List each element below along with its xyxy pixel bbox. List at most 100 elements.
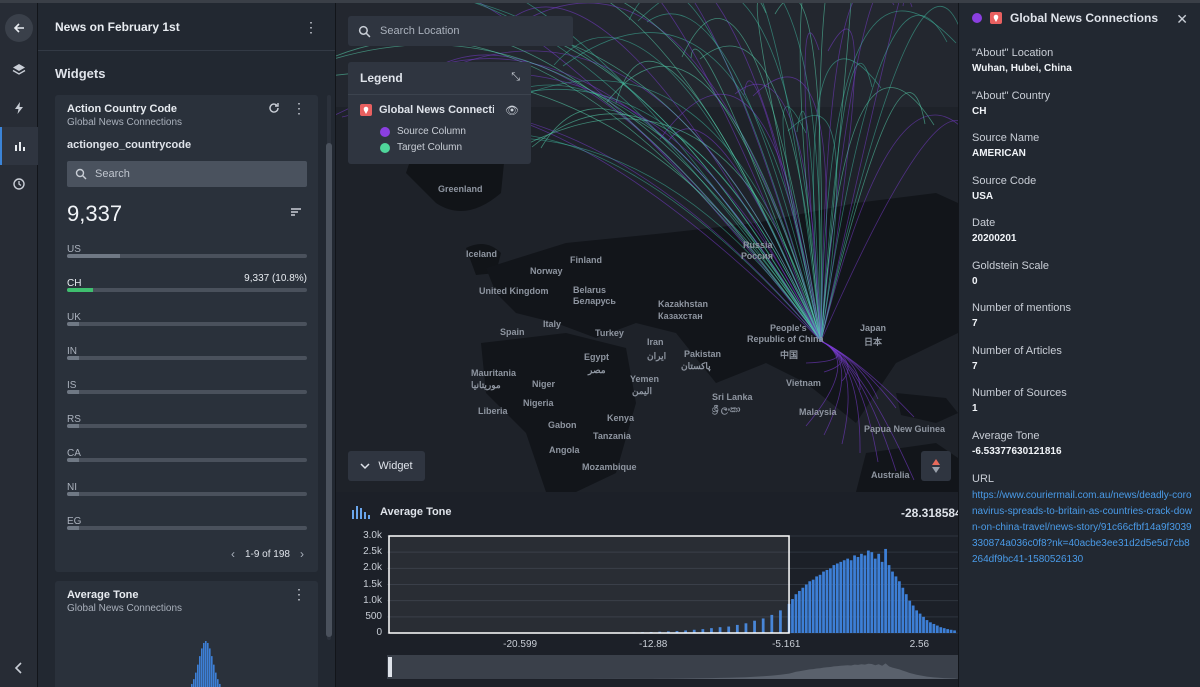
histogram-bar (870, 552, 874, 633)
mini-histogram-bar (191, 683, 193, 687)
widget-options-icon[interactable]: ⋮ (292, 586, 306, 602)
connection-arc (487, 79, 822, 342)
map-label: Spain (500, 327, 525, 337)
histogram-bar (666, 631, 670, 633)
widget-title: Action Country Code (67, 103, 177, 115)
histogram-bar (942, 628, 946, 633)
location-search-input[interactable]: Search Location (348, 16, 573, 46)
category-item[interactable]: CH 9,337 (10.8%) (67, 273, 307, 292)
connection-arc (818, 3, 826, 342)
map-label: United Kingdom (479, 286, 549, 296)
connection-arc (336, 44, 822, 342)
top-border (0, 0, 1200, 3)
detail-header: Global News Connections (972, 11, 1158, 25)
field-key: Number of mentions (972, 302, 1072, 314)
connection-arc (774, 3, 823, 342)
mini-histogram-bar (205, 641, 207, 687)
histogram-bar (922, 616, 925, 633)
histogram-bar (953, 630, 956, 633)
map-label: پاکستان (681, 361, 711, 371)
panel-header: News on February 1st ⋮ (38, 3, 335, 51)
category-item[interactable]: IS (67, 375, 307, 394)
histogram-bar (811, 579, 815, 633)
field-value: USA (972, 190, 994, 202)
feature-detail-panel: Global News Connections ✕ "About" Locati… (958, 3, 1200, 687)
legend-layer[interactable]: Global News Connections (360, 104, 510, 116)
widget-search-input[interactable]: Search (67, 161, 307, 187)
category-bar (67, 424, 307, 428)
scrollbar-thumb[interactable] (326, 143, 332, 637)
map-label: Sri Lanka (712, 392, 753, 402)
category-label: CA (67, 448, 81, 459)
eye-icon[interactable]: 👁 (505, 105, 519, 117)
close-icon[interactable]: ✕ (1176, 11, 1188, 27)
sort-icon[interactable] (290, 207, 302, 217)
histogram-plot[interactable] (336, 492, 958, 687)
histogram-bar (692, 629, 696, 633)
map-label: Egypt (584, 352, 610, 362)
histogram-bar (846, 558, 850, 633)
connection-arc (756, 3, 822, 342)
histogram-bar (718, 627, 722, 633)
widgets-button[interactable] (0, 127, 38, 165)
compass-button[interactable] (921, 451, 951, 481)
histogram-bar (710, 628, 713, 633)
collapse-icon[interactable]: ⤡ (511, 71, 520, 83)
category-value: 9,337 (10.8%) (244, 273, 307, 284)
category-item[interactable]: NI (67, 477, 307, 496)
category-item[interactable]: UK (67, 307, 307, 326)
histogram-bar (770, 614, 774, 633)
histogram-bar (866, 550, 870, 633)
category-bar (67, 254, 307, 258)
field-value: AMERICAN (972, 148, 1026, 159)
history-button[interactable] (0, 165, 38, 203)
category-item[interactable]: EG (67, 511, 307, 530)
histogram-bar (901, 587, 905, 633)
category-label: IN (67, 346, 77, 357)
field-value: 7 (972, 360, 978, 372)
histogram-bar (891, 571, 894, 633)
category-item[interactable]: RS (67, 409, 307, 428)
map-view[interactable]: Greenland Iceland Finland Norway Russia Росси… (336, 3, 958, 492)
histogram-bar (946, 629, 950, 633)
widget-toggle-button[interactable]: Widget (348, 451, 425, 481)
map-pin-icon (990, 12, 1002, 24)
layers-button[interactable] (0, 51, 38, 89)
histogram-bar (894, 576, 898, 633)
connection-arc (425, 54, 822, 342)
legend-item-source: Source Column (380, 126, 466, 137)
detail-title: Global News Connections (1010, 11, 1159, 25)
prev-page-icon[interactable]: ‹ (230, 547, 235, 561)
more-options-icon[interactable]: ⋮ (304, 18, 318, 35)
map-label: 中国 (780, 350, 799, 360)
back-button[interactable] (0, 9, 38, 47)
histogram-bar (779, 610, 782, 633)
histogram-bar (873, 558, 877, 633)
category-label: NI (67, 482, 77, 493)
legend-title: Legend (360, 71, 403, 85)
url-link[interactable]: https://www.couriermail.com.au/news/dead… (972, 490, 1193, 565)
collapse-button[interactable] (0, 649, 38, 687)
histogram-bar (929, 622, 932, 633)
widget-options-icon[interactable]: ⋮ (292, 100, 306, 116)
field-key: "About" Country (972, 89, 1051, 102)
connection-arc (606, 65, 822, 342)
widgets-heading: Widgets (55, 66, 106, 81)
interactions-button[interactable] (0, 89, 38, 127)
histogram-bar (935, 625, 939, 633)
next-page-icon[interactable]: › (300, 547, 304, 561)
refresh-icon[interactable] (268, 102, 280, 114)
histogram-bar (884, 548, 887, 633)
category-item[interactable]: IN (67, 341, 307, 360)
category-bar (67, 526, 307, 530)
widget-title: Average Tone (67, 589, 139, 601)
category-bar (67, 390, 307, 394)
category-item[interactable]: CA (67, 443, 307, 462)
histogram-bar (753, 620, 756, 633)
histogram-bar (877, 553, 881, 633)
histogram-bar (808, 581, 812, 633)
field-value: 0 (972, 275, 978, 287)
histogram-bar (744, 623, 748, 633)
source-dot (972, 13, 982, 23)
category-item[interactable]: US (67, 239, 307, 258)
